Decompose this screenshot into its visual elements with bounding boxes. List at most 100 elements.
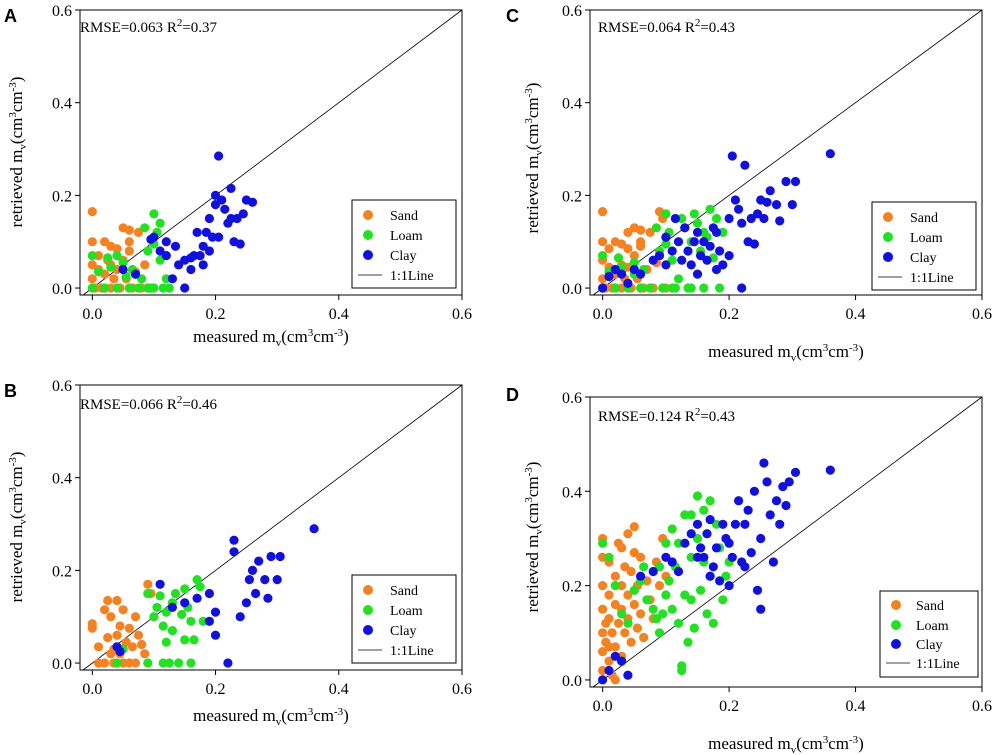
point-clay xyxy=(756,604,766,614)
point-clay xyxy=(192,593,202,603)
point-clay xyxy=(238,209,248,219)
legend-label-line: 1:1Line xyxy=(390,644,434,659)
point-loam xyxy=(708,618,718,628)
point-clay xyxy=(235,239,245,249)
point-clay xyxy=(699,552,709,562)
point-clay xyxy=(241,598,251,608)
x-axis-label: measured mv(cm3cm-3) xyxy=(193,327,349,349)
point-clay xyxy=(648,566,658,577)
point-loam xyxy=(645,283,655,293)
point-clay xyxy=(161,251,171,261)
point-loam xyxy=(167,626,177,636)
point-clay xyxy=(680,223,690,233)
point-clay xyxy=(636,571,646,581)
point-clay xyxy=(737,218,747,228)
point-sand xyxy=(130,658,141,668)
legend-label-sand: Sand xyxy=(916,599,944,614)
y-tick-label: 0.4 xyxy=(52,96,72,113)
point-sand xyxy=(610,675,620,685)
point-clay xyxy=(204,213,214,224)
point-sand xyxy=(137,639,147,650)
point-sand xyxy=(109,274,119,284)
point-loam xyxy=(149,283,159,293)
point-loam xyxy=(715,283,725,293)
point-loam xyxy=(103,253,113,263)
point-clay xyxy=(636,269,646,279)
point-sand xyxy=(103,633,113,643)
point-clay xyxy=(229,547,239,557)
y-tick-label: 0.6 xyxy=(562,3,582,20)
point-clay xyxy=(677,255,687,265)
point-sand xyxy=(598,665,608,676)
legend-label-clay: Clay xyxy=(390,249,416,264)
point-sand xyxy=(617,543,627,553)
point-loam xyxy=(686,595,696,605)
point-clay xyxy=(724,538,734,548)
point-sand xyxy=(604,642,614,652)
point-sand xyxy=(639,632,649,643)
point-loam xyxy=(155,591,165,601)
point-loam xyxy=(112,283,122,293)
point-loam xyxy=(106,262,116,272)
point-clay xyxy=(790,176,801,187)
point-clay xyxy=(724,213,734,224)
x-tick-label: 0.2 xyxy=(719,306,739,323)
point-clay xyxy=(617,269,627,279)
point-sand xyxy=(604,656,614,666)
point-loam xyxy=(689,209,699,219)
point-sand xyxy=(100,658,110,668)
panel-b: B 0.0 0.2 0.4 0.6 0.0 0.2 0.4 0.6 RMSE=0.066 R2… xyxy=(4,378,472,728)
point-sand xyxy=(632,623,642,633)
point-sand xyxy=(143,579,153,589)
point-sand xyxy=(626,566,636,577)
legend-label-clay: Clay xyxy=(910,251,936,266)
legend: Sand Loam Clay 1:1Line xyxy=(351,199,457,289)
point-sand xyxy=(124,237,134,247)
plot-frame xyxy=(79,9,463,296)
y-tick-label: 0.2 xyxy=(562,188,582,205)
legend-marker-clay xyxy=(883,252,893,262)
point-loam xyxy=(686,552,696,562)
legend-marker-loam xyxy=(891,620,901,630)
point-loam xyxy=(648,604,658,614)
point-clay xyxy=(272,575,282,585)
point-clay xyxy=(752,585,763,595)
point-loam xyxy=(100,283,110,293)
point-loam xyxy=(598,251,608,261)
point-clay xyxy=(740,160,750,170)
point-loam xyxy=(686,283,696,293)
point-clay xyxy=(727,151,737,161)
point-clay xyxy=(749,486,759,496)
point-sand xyxy=(87,237,97,247)
point-clay xyxy=(715,246,725,256)
annotation: RMSE=0.066 R2=0.46 xyxy=(80,394,218,413)
panel-letter-a: A xyxy=(4,6,17,26)
x-tick-label: 0.6 xyxy=(452,306,472,323)
point-loam xyxy=(189,635,199,645)
annotation: RMSE=0.064 R2=0.43 xyxy=(598,17,735,36)
point-clay xyxy=(683,246,693,256)
point-clay xyxy=(204,588,214,599)
point-loam xyxy=(689,623,699,633)
legend-marker-loam xyxy=(363,230,373,240)
point-sand xyxy=(613,618,624,628)
x-tick-label: 0.0 xyxy=(82,681,102,698)
point-loam xyxy=(133,283,144,293)
point-clay xyxy=(623,278,633,288)
point-sand xyxy=(629,548,639,558)
plot-frame xyxy=(589,396,983,688)
plot-frame xyxy=(589,9,983,296)
legend-label-sand: Sand xyxy=(910,211,938,226)
legend-label-line: 1:1Line xyxy=(910,271,954,286)
point-clay xyxy=(718,519,728,529)
legend-marker-loam xyxy=(883,232,893,242)
point-loam xyxy=(93,267,104,277)
point-sand xyxy=(617,239,627,249)
scatter-marks xyxy=(592,396,983,688)
axis-ticks: 0.0 0.2 0.4 0.6 0.0 0.2 0.4 0.6 xyxy=(562,3,992,323)
point-loam xyxy=(661,538,671,548)
point-clay xyxy=(790,467,801,477)
point-clay xyxy=(727,552,737,562)
point-clay xyxy=(214,232,224,242)
point-loam xyxy=(654,628,665,638)
